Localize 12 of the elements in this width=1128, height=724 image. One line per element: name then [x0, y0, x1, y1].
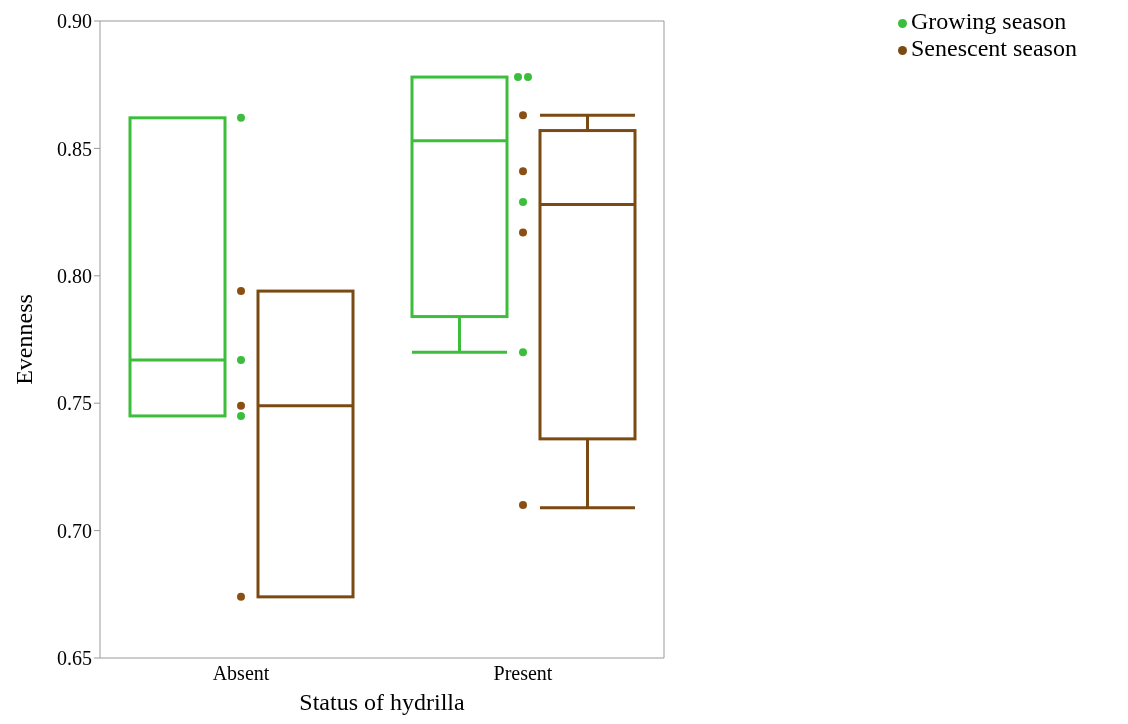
- x-axis-title: Status of hydrilla: [299, 689, 465, 715]
- x-tick-label: Present: [493, 662, 553, 685]
- y-tick-label: 0.75: [57, 392, 92, 415]
- y-tick-label: 0.90: [57, 10, 92, 33]
- legend-label: Growing season: [911, 8, 1067, 34]
- y-tick-label: 0.70: [57, 519, 92, 542]
- y-tick-label: 0.85: [57, 137, 92, 160]
- y-tick-label: 0.65: [57, 647, 92, 670]
- y-axis-title: Evenness: [10, 294, 37, 385]
- y-tick-label: 0.80: [57, 264, 92, 287]
- legend-label: Senescent season: [911, 35, 1077, 61]
- x-tick-label: Absent: [212, 662, 270, 685]
